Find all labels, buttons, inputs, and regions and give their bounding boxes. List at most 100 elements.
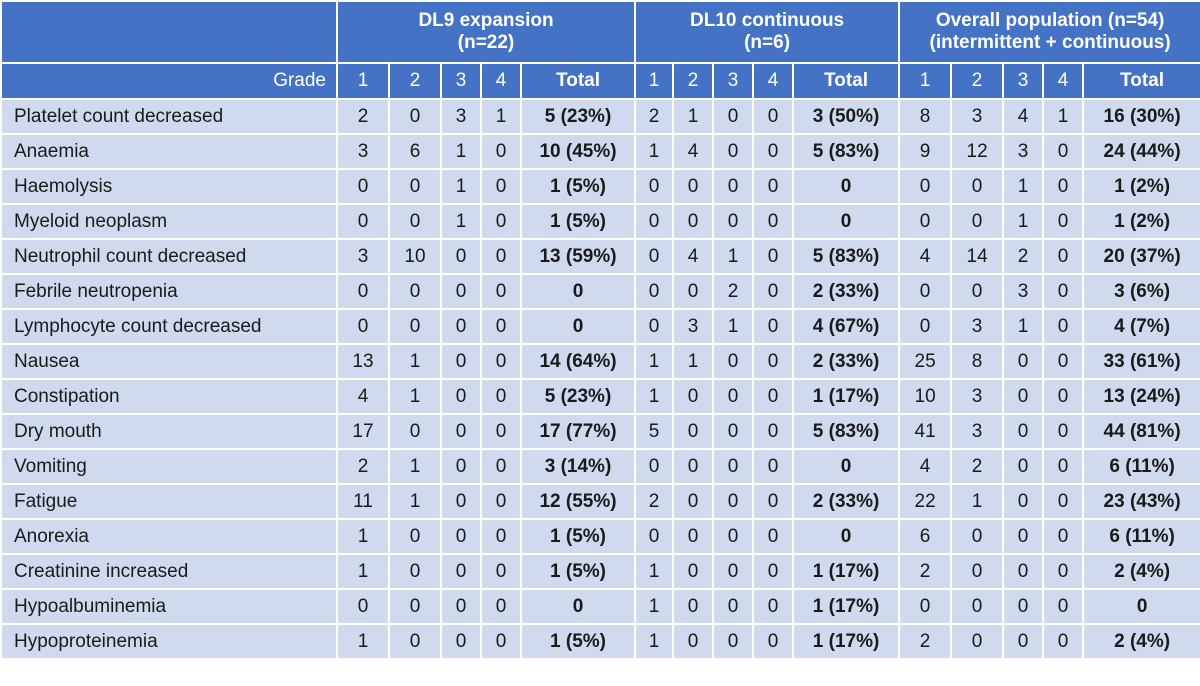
- grade-cell: 0: [336, 588, 390, 625]
- total-cell: 4 (7%): [1082, 308, 1200, 345]
- grade-cell: 0: [388, 98, 442, 135]
- total-cell: 1 (17%): [792, 553, 901, 590]
- grade-cell: 0: [1002, 483, 1045, 520]
- grade-cell: 0: [1042, 483, 1085, 520]
- table-body: Platelet count decreased 2 0 3 1 5 (23%) 2 1 0 0 3…: [0, 98, 1200, 660]
- grade-cell: 0: [480, 588, 522, 625]
- grade-cell: 0: [950, 623, 1005, 660]
- row-label: Constipation: [0, 378, 338, 415]
- grade-cell: 0: [1042, 308, 1085, 345]
- grade-cell: 14: [950, 238, 1005, 275]
- total-cell: 17 (77%): [519, 413, 637, 450]
- grade-cell: 0: [672, 413, 715, 450]
- grade-cell: 0: [440, 448, 482, 485]
- grade-cell: 0: [440, 413, 482, 450]
- grade-cell: 0: [672, 518, 715, 555]
- grade-cell: 3: [672, 308, 715, 345]
- grade-cell: 0: [440, 518, 482, 555]
- grade-cell: 2: [712, 273, 755, 310]
- grade-cell: 4: [1002, 98, 1045, 135]
- table-row: Febrile neutropenia 0 0 0 0 0 0 0 2 0 2 (33%) 0 0 3 0 3…: [0, 273, 1200, 310]
- grade-cell: 0: [480, 413, 522, 450]
- grade-cell: 0: [1002, 343, 1045, 380]
- grade-cell: 0: [712, 518, 755, 555]
- total-cell: 5 (23%): [519, 98, 637, 135]
- grade-cell: 8: [898, 98, 953, 135]
- grade-cell: 0: [440, 273, 482, 310]
- total-cell: 1 (5%): [519, 203, 637, 240]
- grade-cell: 3: [440, 98, 482, 135]
- grade-cell: 0: [712, 483, 755, 520]
- grade-cell: 0: [634, 448, 675, 485]
- grade-cell: 0: [752, 518, 795, 555]
- total-cell: 1 (5%): [519, 553, 637, 590]
- grade-cell: 0: [388, 588, 442, 625]
- row-label: Hypoalbuminemia: [0, 588, 338, 625]
- grade-cell: 0: [634, 308, 675, 345]
- group-subtitle: (n=6): [744, 32, 791, 53]
- table-row: Anaemia 3 6 1 0 10 (45%) 1 4 0 0 5 (83%) 9 12 3 0 24 (4…: [0, 133, 1200, 170]
- grade-cell: 6: [388, 133, 442, 170]
- grade-cell: 1: [672, 98, 715, 135]
- grade-cell: 0: [1002, 553, 1045, 590]
- total-cell: 23 (43%): [1082, 483, 1200, 520]
- table-row: Lymphocyte count decreased 0 0 0 0 0 0 3 1 0 4 (67…: [0, 308, 1200, 345]
- grade-cell: 1: [634, 553, 675, 590]
- grade-cell: 2: [634, 98, 675, 135]
- total-cell: 33 (61%): [1082, 343, 1200, 380]
- total-cell: 14 (64%): [519, 343, 637, 380]
- grade-cell: 25: [898, 343, 953, 380]
- grade-cell: 2: [1002, 238, 1045, 275]
- total-cell: 44 (81%): [1082, 413, 1200, 450]
- grade-cell: 2: [950, 448, 1005, 485]
- grade-header: 2: [950, 62, 1005, 100]
- total-cell: 12 (55%): [519, 483, 637, 520]
- grade-cell: 0: [634, 203, 675, 240]
- grade-cell: 0: [1042, 273, 1085, 310]
- grade-cell: 0: [480, 168, 522, 205]
- grade-cell: 0: [388, 413, 442, 450]
- grade-cell: 0: [440, 553, 482, 590]
- grade-cell: 1: [634, 133, 675, 170]
- total-cell: 1 (5%): [519, 518, 637, 555]
- grade-cell: 3: [950, 98, 1005, 135]
- row-label: Dry mouth: [0, 413, 338, 450]
- grade-cell: 0: [1042, 343, 1085, 380]
- row-label: Anorexia: [0, 518, 338, 555]
- grade-cell: 0: [950, 203, 1005, 240]
- row-label: Lymphocyte count decreased: [0, 308, 338, 345]
- grade-cell: 0: [950, 588, 1005, 625]
- total-cell: 4 (67%): [792, 308, 901, 345]
- grade-cell: 0: [480, 483, 522, 520]
- grade-cell: 0: [480, 623, 522, 660]
- grade-cell: 3: [336, 238, 390, 275]
- grade-cell: 0: [336, 203, 390, 240]
- total-cell: 1 (2%): [1082, 168, 1200, 205]
- grade-cell: 0: [752, 203, 795, 240]
- row-label: Nausea: [0, 343, 338, 380]
- total-cell: 6 (11%): [1082, 448, 1200, 485]
- grade-cell: 0: [634, 238, 675, 275]
- grade-cell: 0: [752, 483, 795, 520]
- total-cell: 13 (24%): [1082, 378, 1200, 415]
- grade-cell: 0: [950, 518, 1005, 555]
- grade-cell: 10: [388, 238, 442, 275]
- group-title: DL10 continuous: [690, 10, 845, 31]
- grade-cell: 0: [712, 588, 755, 625]
- grade-cell: 0: [752, 98, 795, 135]
- grade-header: 1: [634, 62, 675, 100]
- total-cell: 0: [792, 518, 901, 555]
- grade-cell: 0: [752, 623, 795, 660]
- grade-cell: 3: [336, 133, 390, 170]
- grade-cell: 0: [480, 518, 522, 555]
- grade-cell: 3: [950, 378, 1005, 415]
- total-cell: 2 (33%): [792, 273, 901, 310]
- grade-cell: 0: [752, 168, 795, 205]
- total-cell: 0: [792, 203, 901, 240]
- grade-cell: 1: [712, 238, 755, 275]
- grade-cell: 0: [752, 553, 795, 590]
- grade-cell: 0: [1042, 203, 1085, 240]
- group-subtitle: (intermittent + continuous): [929, 32, 1171, 53]
- grade-cell: 0: [480, 238, 522, 275]
- grade-cell: 0: [388, 203, 442, 240]
